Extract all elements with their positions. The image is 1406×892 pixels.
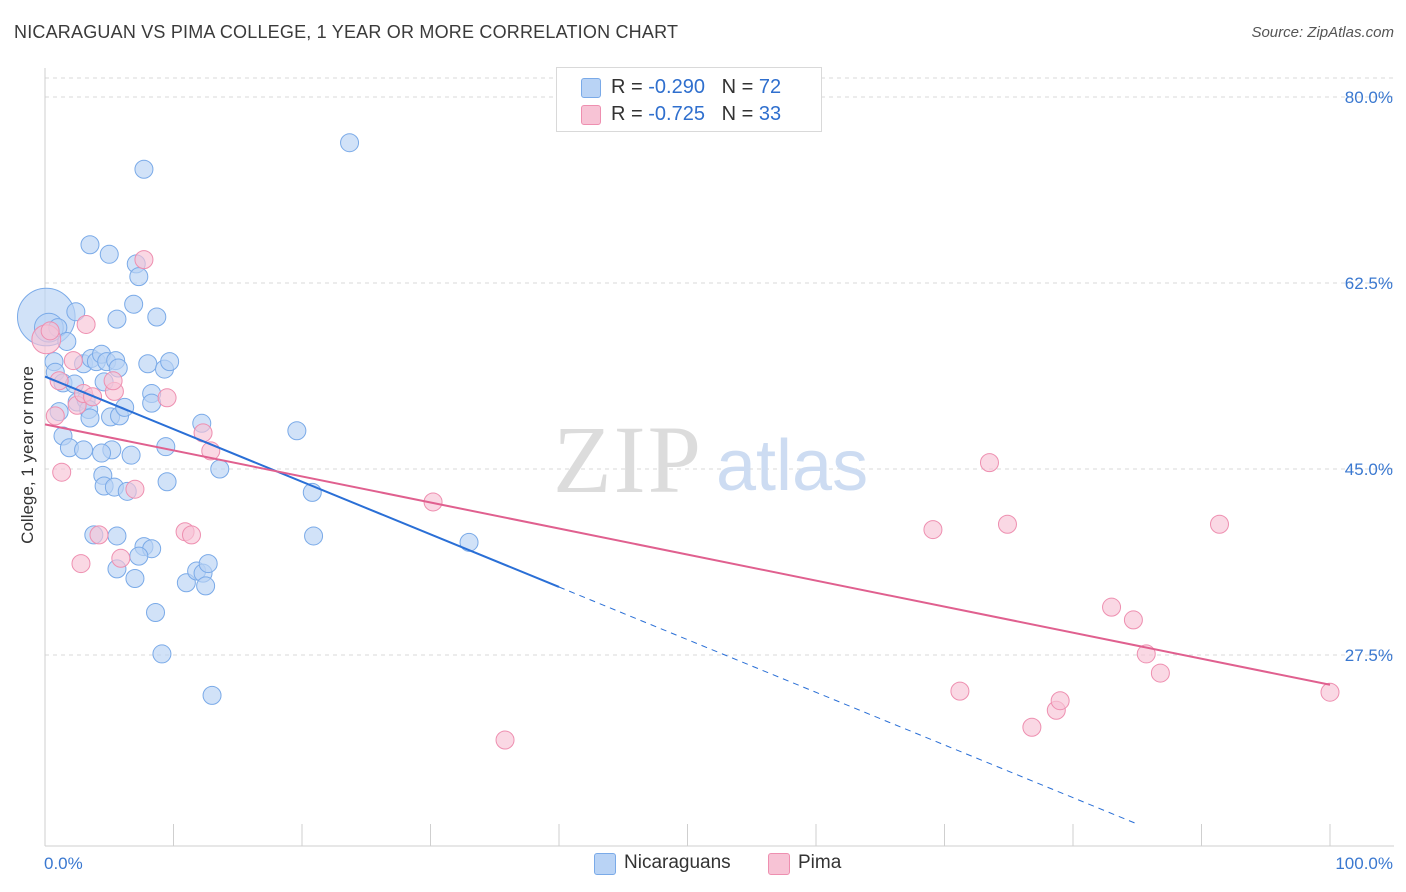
y-tick-label: 45.0%	[1345, 460, 1393, 479]
source-credit: Source: ZipAtlas.com	[1251, 24, 1394, 41]
pima-point	[1050, 691, 1070, 711]
pima-point	[923, 520, 943, 540]
nicaraguan-point	[134, 159, 154, 179]
legend-r-label: R =	[611, 103, 643, 125]
legend-n-value: 33	[758, 103, 782, 125]
pima-point	[134, 250, 154, 270]
legend-r-label: R =	[611, 76, 643, 98]
pima-point	[1123, 610, 1143, 630]
nicaraguan-point	[340, 133, 360, 153]
pima-point	[1102, 597, 1122, 617]
pima-point	[1320, 682, 1340, 702]
pima-point	[997, 514, 1017, 534]
pima-point	[89, 525, 109, 545]
legend-swatch-pink	[581, 105, 601, 125]
pima-trend-line	[44, 423, 1331, 686]
nicaraguan-point	[146, 602, 166, 622]
nicaraguan-point	[125, 568, 145, 588]
bottom-legend-swatch-blue	[594, 853, 616, 875]
pima-point	[181, 525, 201, 545]
pima-point	[1209, 514, 1229, 534]
pima-point	[1022, 717, 1042, 737]
nicaraguan-point	[196, 576, 216, 596]
nicaraguan-point	[210, 459, 230, 479]
legend-n-label: N =	[721, 103, 754, 125]
legend-r-value: -0.725	[648, 103, 705, 125]
pima-point	[63, 351, 83, 371]
nicaraguan-point	[202, 685, 222, 705]
x-tick-label: 0.0%	[44, 854, 83, 873]
nicaraguan-point	[107, 309, 127, 329]
y-tick-label: 27.5%	[1345, 646, 1393, 665]
pima-point	[52, 462, 72, 482]
pima-point	[76, 314, 96, 334]
legend-swatch-blue	[581, 78, 601, 98]
y-tick-label: 62.5%	[1345, 274, 1393, 293]
points-layer	[16, 133, 1340, 750]
nicaraguan-point	[129, 546, 149, 566]
axis-layer	[44, 68, 1394, 847]
pima-point	[103, 371, 123, 391]
bottom-legend-label: Pima	[798, 852, 842, 873]
pima-point	[979, 453, 999, 473]
watermark-atlas: atlas	[716, 426, 868, 506]
chart-title: NICARAGUAN VS PIMA COLLEGE, 1 YEAR OR MO…	[14, 22, 679, 42]
pima-point	[157, 388, 177, 408]
nicaraguan-trend-extension	[558, 586, 1138, 825]
nicaraguan-point	[80, 408, 100, 428]
legend-n-value: 72	[758, 76, 782, 98]
nicaraguan-trend-line	[44, 375, 560, 588]
x-tick-label: 100.0%	[1335, 854, 1393, 873]
pima-point	[950, 681, 970, 701]
pima-point	[1150, 663, 1170, 683]
nicaraguan-point	[99, 244, 119, 264]
nicaraguan-point	[157, 472, 177, 492]
pima-point	[111, 548, 131, 568]
legend-box: R = -0.290 N = 72 R = -0.725 N = 33	[556, 67, 822, 132]
pima-point	[125, 479, 145, 499]
nicaraguan-point	[92, 443, 112, 463]
pima-point	[495, 730, 515, 750]
trend-layer	[44, 375, 1331, 825]
pima-point	[49, 371, 69, 391]
legend-text-pima: R = -0.725 N = 33	[611, 103, 781, 126]
pima-point	[71, 554, 91, 574]
legend-text-nicaraguans: R = -0.290 N = 72	[611, 76, 781, 99]
nicaraguan-point	[160, 352, 180, 372]
pima-point	[40, 321, 60, 341]
y-axis-label: College, 1 year or more	[18, 366, 37, 544]
bottom-legend-swatch-pink	[768, 853, 790, 875]
bottom-legend-label: Nicaraguans	[624, 852, 731, 873]
nicaraguan-point	[80, 235, 100, 255]
watermark: ZIP atlas	[553, 406, 868, 513]
tick-label-layer: 27.5% 45.0% 62.5% 80.0% 0.0% 100.0%	[44, 88, 1393, 873]
nicaraguan-point	[152, 644, 172, 664]
watermark-zip: ZIP	[553, 406, 703, 513]
nicaraguan-point	[459, 532, 479, 552]
nicaraguan-point	[287, 421, 307, 441]
y-tick-label: 80.0%	[1345, 88, 1393, 107]
legend-n-label: N =	[721, 76, 754, 98]
nicaraguan-point	[304, 526, 324, 546]
nicaraguan-point	[66, 302, 86, 322]
nicaraguan-point	[138, 354, 158, 374]
nicaraguan-point	[147, 307, 167, 327]
grid-layer	[45, 77, 1394, 656]
nicaraguan-point	[198, 554, 218, 574]
legend-r-value: -0.290	[648, 76, 705, 98]
nicaraguan-point	[121, 445, 141, 465]
nicaraguan-point	[129, 267, 149, 287]
nicaraguan-point	[74, 440, 94, 460]
nicaraguan-point	[124, 294, 144, 314]
pima-point	[45, 406, 65, 426]
nicaraguan-point	[107, 526, 127, 546]
